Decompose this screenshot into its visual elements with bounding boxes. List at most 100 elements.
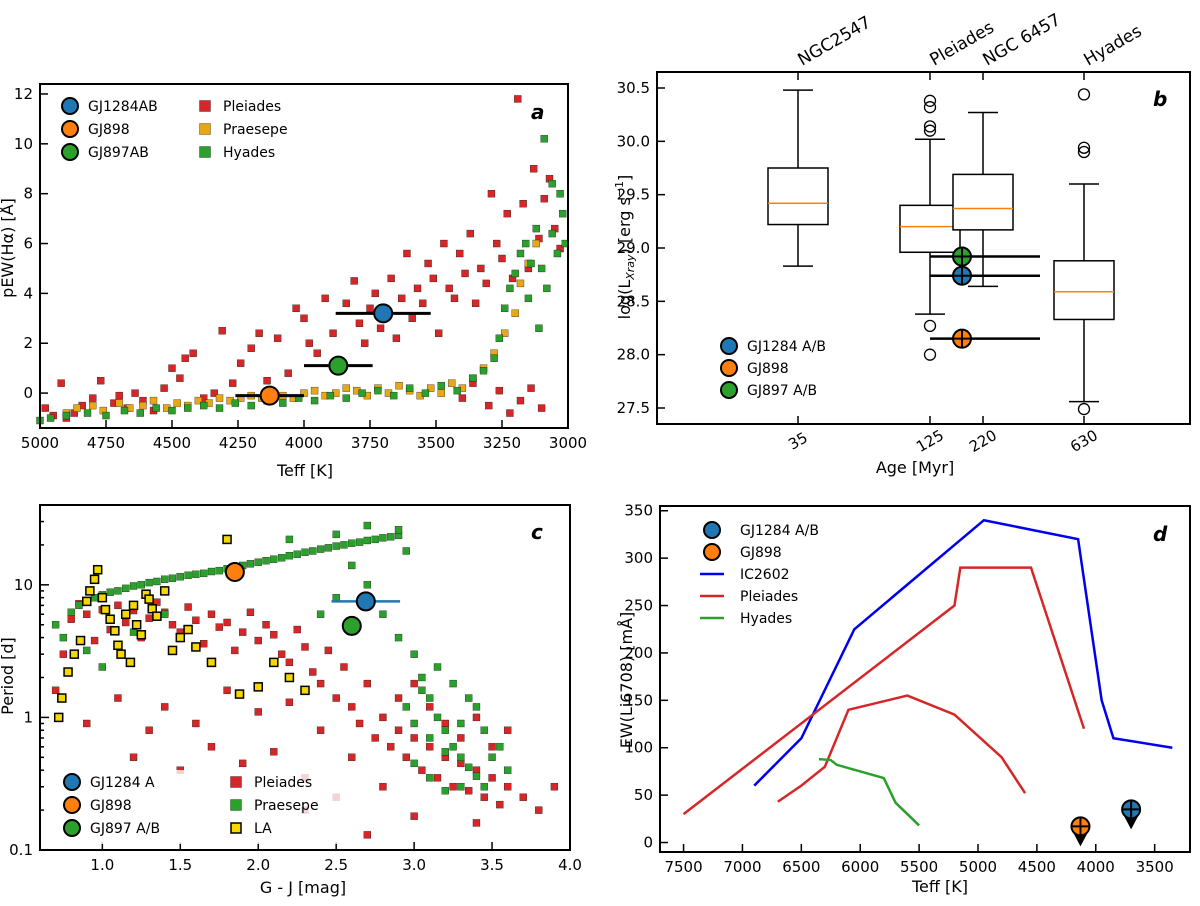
panel-c-pleiades-point-75 [285, 698, 294, 706]
panel-c-pleiades-point-56 [488, 774, 496, 782]
panel-a-praesepe-point-42 [516, 279, 525, 288]
panel-a-praesepe-point-30 [395, 381, 403, 390]
panel-a-hyades-point-47 [524, 294, 533, 303]
panel-c-pleiades-point-24 [238, 628, 247, 636]
panel-a-legend-label-gj897ab: GJ897AB [88, 145, 149, 161]
panel-a-hyades-point-10 [200, 401, 208, 410]
panel-a-hyades-point-40 [548, 229, 556, 238]
panel-c-pleiades-point-29 [277, 650, 286, 658]
panel-c-praesepe-point-33 [309, 547, 317, 555]
panel-c-pleiades-point-79 [410, 679, 418, 688]
panel-a-hyades-point-30 [495, 334, 504, 342]
panel-c-praesepe-point-37 [340, 541, 348, 549]
panel-d-ytick-label-350: 350 [624, 502, 653, 520]
panel-a-hyades-point-34 [516, 249, 525, 258]
panel-b-box-630-outlier-2 [1077, 145, 1091, 159]
panel-c-la-point-8 [92, 564, 103, 575]
panel-a-xtick-label-5000: 5000 [21, 434, 59, 452]
panel-a-hyades-point-23 [405, 384, 414, 392]
panel-c-la-point-16 [125, 657, 136, 668]
panel-a-pleiades-point-73 [540, 195, 548, 203]
panel-b-cluster-label-ngc2547: NGC2547 [795, 12, 875, 70]
panel-c-pleiades-point-34 [316, 679, 325, 688]
panel-c-praesepe-point-1 [59, 633, 68, 642]
panel-d-legend-label-pleiades: Pleiades [740, 589, 798, 605]
panel-a-pleiades-point-25 [255, 329, 263, 337]
panel-c-pleiades-point-19 [200, 640, 208, 648]
panel-c-xtick-label-1: 1.0 [90, 856, 114, 874]
panel-c-legend-label-praesepe: Praesepe [254, 798, 319, 814]
panel-c-praesepe-point-30 [285, 551, 294, 560]
panel-a-pleiades-point-18 [189, 349, 197, 357]
panel-c-pleiades-point-62 [129, 753, 138, 761]
panel-a-pleiades-point-14 [160, 384, 168, 392]
panel-d-frame [659, 505, 1191, 853]
panel-c-praesepe-point-7 [106, 588, 114, 596]
panel-b-ytick-label-27.5: 27.5 [617, 399, 650, 417]
panel-a-pleiades-point-62 [482, 279, 490, 288]
panel-a-pleiades-point-24 [247, 344, 255, 352]
panel-a-ytick-label-2: 2 [23, 334, 33, 352]
panel-a-pleiades-point-61 [477, 264, 485, 273]
panel-a-ylabel: pEW(Hα) [Å] [0, 198, 17, 298]
panel-a-hyades-point-33 [511, 269, 519, 278]
panel-c-pleiades-point-0 [51, 686, 60, 694]
panel-c-pleiades-point-73 [223, 686, 231, 694]
panel-d-xlabel: Teff [K] [911, 877, 968, 896]
panel-a-pleiades-point-69 [519, 200, 527, 208]
panel-b-box-630-outlier-3 [1077, 402, 1091, 416]
panel-c-la-point-2 [63, 667, 73, 677]
panel-a-praesepe-point-34 [437, 389, 445, 397]
panel-c-praesepe-point-55 [161, 610, 169, 618]
panel-c-xtick-label-3.5: 3.5 [480, 856, 504, 874]
panel-a-hyades-point-36 [527, 259, 535, 268]
panel-a-xtick-label-3750: 3750 [351, 434, 389, 452]
panel-a-pleiades-point-63 [487, 190, 496, 198]
panel-a-hyades-point-39 [543, 284, 551, 293]
panel-a-xtick-label-3250: 3250 [483, 434, 521, 452]
panel-c-praesepe-point-17 [184, 571, 192, 579]
panel-c-praesepe-point-74 [449, 679, 457, 688]
panel-c-ytick-label-0.1: 0.1 [9, 841, 33, 859]
panel-a-hyades-point-46 [556, 190, 564, 198]
panel-c-praesepe-point-86 [332, 530, 340, 539]
panel-c-pleiades-point-15 [168, 621, 177, 629]
panel-d-xtick-label-3500: 3500 [1136, 858, 1174, 876]
panel-b-cluster-label-hyades: Hyades [1081, 21, 1146, 70]
panel-c-pleiades-point-84 [488, 743, 496, 751]
panel-a-hyades-point-13 [247, 401, 255, 410]
panel-a-xtick-label-4250: 4250 [219, 434, 257, 452]
panel-b-ytick-label-29: 29.0 [617, 239, 650, 257]
panel-c-legend-background [62, 770, 352, 844]
panel-c-la-point-28 [191, 642, 201, 652]
panel-c-praesepe-point-77 [496, 743, 504, 751]
panel-a-pleiades-point-58 [461, 269, 469, 278]
panel-c-praesepe-point-67 [410, 719, 418, 728]
panel-c-praesepe-point-32 [301, 548, 309, 556]
panel-a-pleiades-point-2 [57, 379, 65, 387]
panel-b-ytick-label-29.5: 29.5 [617, 186, 650, 204]
panel-c-pleiades-point-38 [348, 703, 356, 711]
panel-a-pleiades-point-51 [424, 259, 432, 268]
panel-d: 7500 7000 6500 6000 5500 5000 4500 4000 3500 0 50 1… [617, 502, 1191, 896]
panel-a-praesepe-point-4 [115, 399, 123, 407]
panel-c-legend-label-la: LA [254, 821, 272, 837]
panel-a-pleiades-point-0 [41, 404, 49, 412]
panel-a-pleiades-point-29 [292, 304, 300, 312]
panel-c-pleiades-point-89 [410, 812, 418, 820]
panel-c-la-point-35 [269, 657, 279, 668]
panel-a-xtick-label-3000: 3000 [549, 434, 587, 452]
panel-c-praesepe-point-83 [503, 766, 512, 774]
panel-b-box-630-iqr [1053, 260, 1115, 321]
panel-a-pleiades-point-22 [229, 379, 237, 387]
panel-c-praesepe-point-8 [114, 587, 122, 595]
panel-a-hyades-point-45 [548, 180, 556, 188]
panel-c-xtick-label-3: 3.0 [402, 856, 426, 874]
panel-c-pleiades-point-70 [145, 726, 153, 734]
panel-a-gj897ab-marker [328, 355, 349, 376]
panel-a-ytick-label-6: 6 [23, 235, 33, 253]
panel-a-hyades-point-38 [537, 264, 546, 273]
panel-b-box-125-iqr [899, 204, 961, 254]
panel-c-pleiades-point-41 [371, 734, 379, 742]
panel-a-hyades-point-21 [374, 386, 382, 395]
